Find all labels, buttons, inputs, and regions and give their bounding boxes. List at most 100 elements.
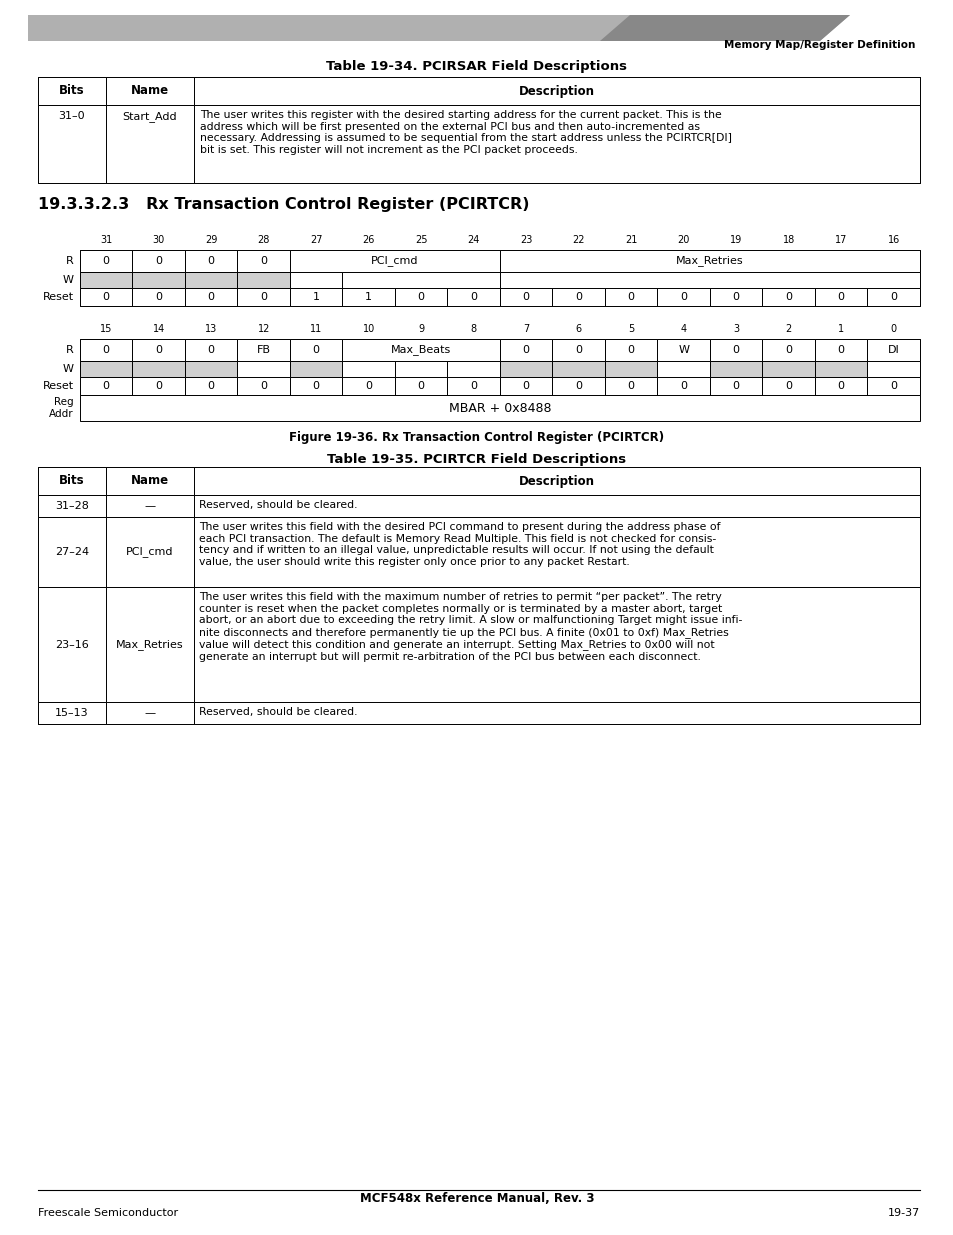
Bar (447, 361, 499, 377)
Bar (290, 377, 342, 395)
Bar (499, 288, 552, 306)
Text: 4: 4 (680, 324, 686, 333)
Bar (185, 288, 237, 306)
Text: 0: 0 (155, 345, 162, 354)
Bar (38, 517, 919, 587)
Bar (709, 361, 761, 377)
Bar (38, 467, 106, 495)
Text: 0: 0 (417, 382, 424, 391)
Bar (38, 105, 106, 183)
Bar (80, 272, 132, 288)
Bar (38, 77, 919, 105)
Text: The user writes this field with the maximum number of retries to permit “per pac: The user writes this field with the maxi… (199, 592, 741, 662)
Bar (80, 338, 132, 361)
Text: 0: 0 (313, 382, 319, 391)
Bar (237, 272, 290, 288)
Bar (237, 338, 290, 361)
Bar (193, 587, 919, 701)
Text: 31: 31 (100, 235, 112, 245)
Bar (80, 395, 919, 421)
Bar (80, 338, 919, 361)
Bar (552, 377, 604, 395)
Text: Name: Name (131, 474, 169, 488)
Text: 13: 13 (205, 324, 217, 333)
Bar (80, 288, 132, 306)
Text: 7: 7 (522, 324, 529, 333)
Text: 23: 23 (519, 235, 532, 245)
Text: 0: 0 (784, 345, 791, 354)
Text: 0: 0 (103, 382, 110, 391)
Text: 0: 0 (679, 291, 686, 303)
Text: 19.3.3.2.3   Rx Transaction Control Register (PCIRTCR): 19.3.3.2.3 Rx Transaction Control Regist… (38, 198, 529, 212)
Text: 0: 0 (260, 256, 267, 266)
Text: 0: 0 (732, 345, 739, 354)
Text: Max_Retries: Max_Retries (676, 256, 743, 267)
Bar (106, 701, 193, 724)
Text: 14: 14 (152, 324, 165, 333)
Bar (709, 288, 761, 306)
Text: 0: 0 (575, 382, 581, 391)
Bar (657, 361, 709, 377)
Text: 0: 0 (784, 291, 791, 303)
Bar (106, 495, 193, 517)
Bar (342, 272, 499, 288)
Text: 25: 25 (415, 235, 427, 245)
Bar (866, 377, 919, 395)
Bar (80, 288, 919, 306)
Text: W: W (63, 364, 74, 374)
Bar (193, 517, 919, 587)
Bar (499, 272, 919, 288)
Bar (499, 361, 552, 377)
Text: 0: 0 (470, 382, 476, 391)
Text: 31–0: 31–0 (59, 111, 85, 121)
Bar (709, 338, 761, 361)
Bar (552, 338, 604, 361)
Text: 5: 5 (627, 324, 634, 333)
Text: 27: 27 (310, 235, 322, 245)
Bar (38, 517, 106, 587)
Text: Reserved, should be cleared.: Reserved, should be cleared. (199, 500, 357, 510)
Text: Reserved, should be cleared.: Reserved, should be cleared. (199, 706, 357, 718)
Text: MCF548x Reference Manual, Rev. 3: MCF548x Reference Manual, Rev. 3 (359, 1192, 594, 1205)
Bar (38, 587, 106, 701)
Text: 0: 0 (155, 256, 162, 266)
Text: The user writes this field with the desired PCI command to present during the ad: The user writes this field with the desi… (199, 522, 720, 567)
Text: 0: 0 (103, 345, 110, 354)
Bar (447, 288, 499, 306)
Text: 0: 0 (837, 291, 843, 303)
Text: 26: 26 (362, 235, 375, 245)
Text: 24: 24 (467, 235, 479, 245)
Text: 0: 0 (575, 345, 581, 354)
Bar (237, 361, 290, 377)
Bar (709, 377, 761, 395)
Text: The user writes this register with the desired starting address for the current : The user writes this register with the d… (200, 110, 731, 154)
Bar (604, 361, 657, 377)
Bar (552, 288, 604, 306)
Bar (657, 338, 709, 361)
Text: PCI_cmd: PCI_cmd (371, 256, 418, 267)
Bar (395, 377, 447, 395)
Bar (132, 361, 185, 377)
Bar (342, 338, 499, 361)
Bar (342, 361, 395, 377)
Bar (604, 377, 657, 395)
Text: 0: 0 (837, 345, 843, 354)
Text: 0: 0 (522, 345, 529, 354)
Text: 0: 0 (417, 291, 424, 303)
Bar (38, 587, 919, 701)
Text: 0: 0 (627, 345, 634, 354)
Bar (185, 249, 237, 272)
Text: Description: Description (518, 474, 595, 488)
Text: 0: 0 (890, 324, 896, 333)
Text: 0: 0 (208, 256, 214, 266)
Bar (761, 338, 814, 361)
Bar (193, 105, 919, 183)
Text: 0: 0 (627, 291, 634, 303)
Text: Table 19-34. PCIRSAR Field Descriptions: Table 19-34. PCIRSAR Field Descriptions (326, 61, 627, 73)
Bar (185, 377, 237, 395)
Text: Bits: Bits (59, 84, 85, 98)
Bar (193, 701, 919, 724)
Bar (761, 377, 814, 395)
Bar (80, 361, 919, 377)
Text: Name: Name (131, 84, 169, 98)
